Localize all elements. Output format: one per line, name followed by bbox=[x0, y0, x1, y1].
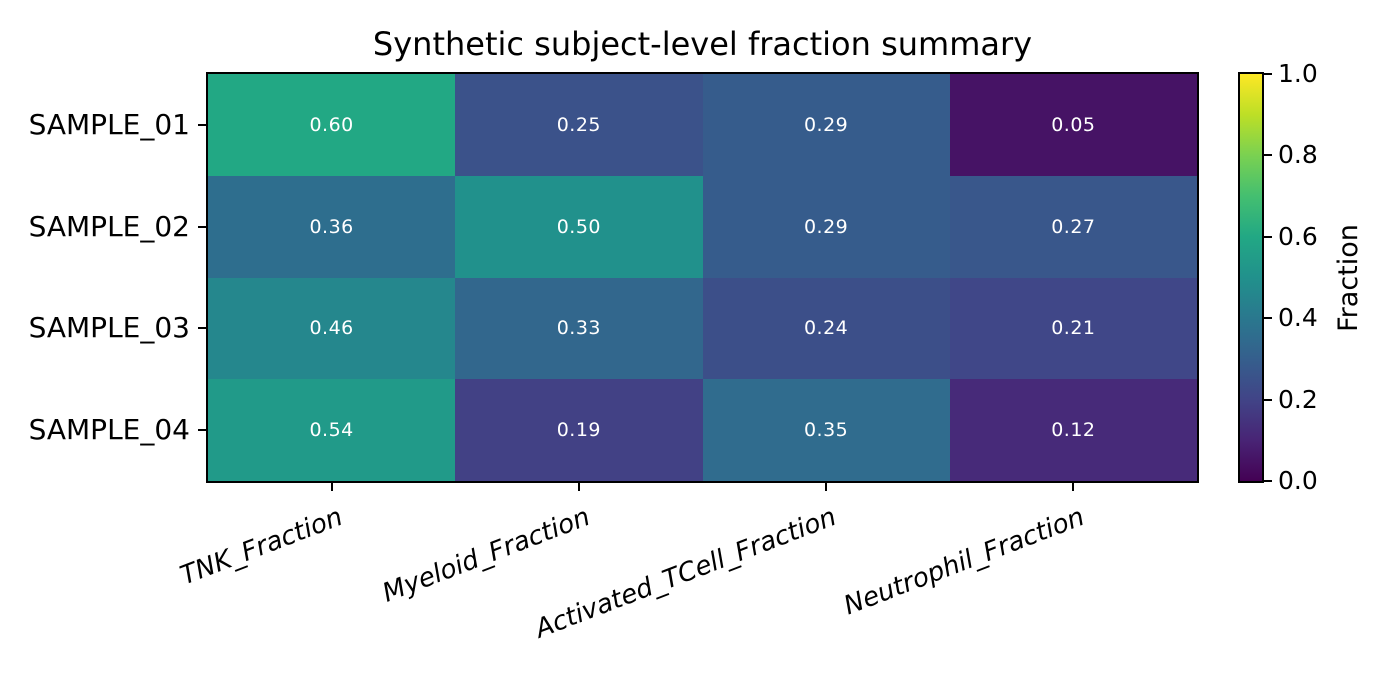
y-tick bbox=[198, 123, 208, 126]
heatmap-cell: 0.29 bbox=[702, 74, 950, 176]
cell-value: 0.60 bbox=[309, 113, 354, 136]
cell-value: 0.54 bbox=[309, 419, 354, 442]
colorbar-tick-label: 0.6 bbox=[1278, 221, 1318, 251]
colorbar-label: Fraction bbox=[1333, 224, 1364, 332]
cell-value: 0.25 bbox=[556, 113, 602, 136]
x-tick-label: Neutrophil_Fraction bbox=[839, 502, 1089, 622]
heatmap-cell: 0.33 bbox=[455, 277, 703, 380]
heatmap-plot: 0.60 0.25 0.29 0.05 0.36 0.50 0.29 0.27 0.46 0.33… bbox=[206, 72, 1199, 483]
heatmap-cell: 0.46 bbox=[208, 277, 456, 380]
y-tick bbox=[198, 429, 208, 432]
colorbar-tick-label: 0.0 bbox=[1278, 466, 1318, 495]
heatmap-cell: 0.35 bbox=[702, 379, 950, 481]
heatmap-cell: 0.54 bbox=[208, 379, 456, 481]
y-tick-label: SAMPLE_01 bbox=[28, 107, 190, 141]
x-tick bbox=[1072, 481, 1075, 491]
cell-value: 0.19 bbox=[556, 419, 602, 442]
cell-value: 0.12 bbox=[1051, 419, 1096, 442]
cell-value: 0.24 bbox=[803, 317, 849, 340]
colorbar-tick-label: 0.2 bbox=[1278, 384, 1318, 414]
heatmap-cell: 0.05 bbox=[949, 74, 1197, 176]
y-tick bbox=[198, 327, 208, 330]
chart-title: Synthetic subject-level fraction summary bbox=[372, 25, 1033, 63]
y-tick-label: SAMPLE_02 bbox=[28, 209, 190, 243]
colorbar-tick-label: 0.4 bbox=[1278, 303, 1318, 333]
colorbar-tick-label: 0.8 bbox=[1278, 140, 1318, 170]
heatmap-cell: 0.29 bbox=[702, 175, 950, 278]
x-tick bbox=[825, 481, 828, 491]
cell-value: 0.50 bbox=[556, 215, 602, 238]
cell-value: 0.46 bbox=[309, 317, 354, 340]
cell-value: 0.27 bbox=[1051, 215, 1096, 238]
cell-value: 0.29 bbox=[803, 215, 849, 238]
colorbar-tick bbox=[1262, 480, 1272, 482]
cell-value: 0.29 bbox=[803, 113, 849, 136]
x-tick bbox=[577, 481, 580, 491]
colorbar-gradient bbox=[1240, 74, 1262, 481]
heatmap-cell: 0.27 bbox=[949, 175, 1197, 278]
colorbar-tick bbox=[1262, 154, 1272, 157]
heatmap-cell: 0.21 bbox=[949, 277, 1197, 380]
colorbar bbox=[1238, 72, 1264, 483]
heatmap-cell: 0.25 bbox=[455, 74, 703, 176]
colorbar-tick bbox=[1262, 398, 1272, 401]
x-tick bbox=[330, 481, 333, 491]
cell-value: 0.35 bbox=[803, 419, 849, 442]
heatmap-cell: 0.24 bbox=[702, 277, 950, 380]
heatmap-cell: 0.50 bbox=[455, 175, 703, 278]
heatmap-cell: 0.12 bbox=[949, 379, 1197, 481]
y-tick bbox=[198, 225, 208, 228]
y-tick-label: SAMPLE_03 bbox=[28, 311, 190, 345]
cell-value: 0.21 bbox=[1051, 317, 1096, 340]
heatmap-cell: 0.19 bbox=[455, 379, 703, 481]
cell-value: 0.36 bbox=[309, 215, 354, 238]
y-tick-label: SAMPLE_04 bbox=[28, 413, 190, 447]
colorbar-tick-label: 1.0 bbox=[1278, 59, 1318, 88]
colorbar-tick bbox=[1262, 317, 1272, 320]
cell-value: 0.33 bbox=[556, 317, 602, 340]
x-tick-label-anchor: Neutrophil_Fraction bbox=[577, 502, 1088, 621]
heatmap-cell: 0.36 bbox=[208, 175, 456, 278]
cell-value: 0.05 bbox=[1051, 113, 1096, 136]
colorbar-tick bbox=[1262, 73, 1272, 75]
heatmap-cell: 0.60 bbox=[208, 74, 456, 176]
colorbar-tick bbox=[1262, 235, 1272, 238]
